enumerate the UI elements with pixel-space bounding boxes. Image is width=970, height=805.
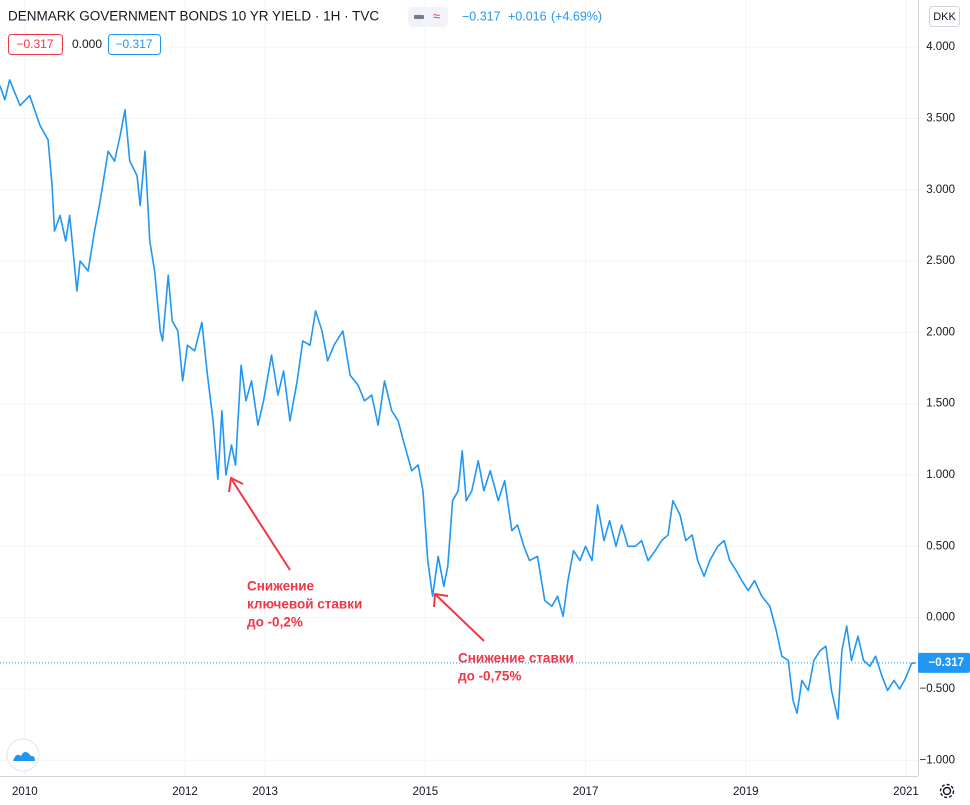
y-tick-label: 3.500 [926,112,955,124]
ohlc-value: −0.317 [16,37,53,51]
x-tick-label: 2017 [573,786,599,798]
chart-title: DENMARK GOVERNMENT BONDS 10 YR YIELD · 1… [8,9,379,24]
y-tick-label: 4.000 [926,41,955,53]
series-line [0,79,916,720]
y-tick-label: 3.000 [926,184,955,196]
quote-change: +0.016 [508,9,547,23]
annotation-text: Снижение ставки [458,651,574,666]
ohlc-value: 0.000 [72,37,102,51]
annotation-text: до -0,75% [458,669,521,684]
y-tick-label: 1.500 [926,398,955,410]
ohlc-box [108,34,161,55]
hide-icon [414,15,424,19]
annotation-arrow [228,476,485,642]
x-tick-label: 2013 [252,786,278,798]
quote-last: −0.317 [462,9,501,23]
annotation-text: ключевой ставки [247,597,362,612]
plot [0,79,918,720]
currency-box[interactable] [929,6,960,27]
x-tick-label: 2012 [172,786,198,798]
y-tick-label: −0.500 [920,683,956,695]
quote-change-pct: (+4.69%) [551,9,602,23]
logo-icon [13,752,35,761]
currency: DKK [933,11,956,23]
annotation-text: до -0,2% [247,615,303,630]
axes: −1.000 −0.500 0.000 0.500 1.000 1.500 2.000 2.5… [12,41,970,798]
annotation-text: Снижение [247,579,315,594]
y-tick-label: 2.500 [926,255,955,267]
x-tick-label: 2021 [893,786,919,798]
y-tick-label: 0.000 [926,612,955,624]
last-price-label: −0.317 [929,657,965,669]
ohlc-value: −0.317 [115,37,152,51]
x-tick-label: 2010 [12,786,38,798]
compare-icon: ≈ [433,8,440,23]
x-tick-label: 2015 [413,786,439,798]
y-tick-label: 1.000 [926,469,955,481]
x-tick-label: 2019 [733,786,759,798]
compare-buttons[interactable] [408,7,448,27]
y-tick-label: 2.000 [926,326,955,338]
last-price-tag [918,652,970,673]
y-tick-label: −1.000 [920,754,956,766]
ohlc-box [8,34,63,55]
y-tick-label: 0.500 [926,540,955,552]
settings-icon[interactable] [939,783,955,799]
